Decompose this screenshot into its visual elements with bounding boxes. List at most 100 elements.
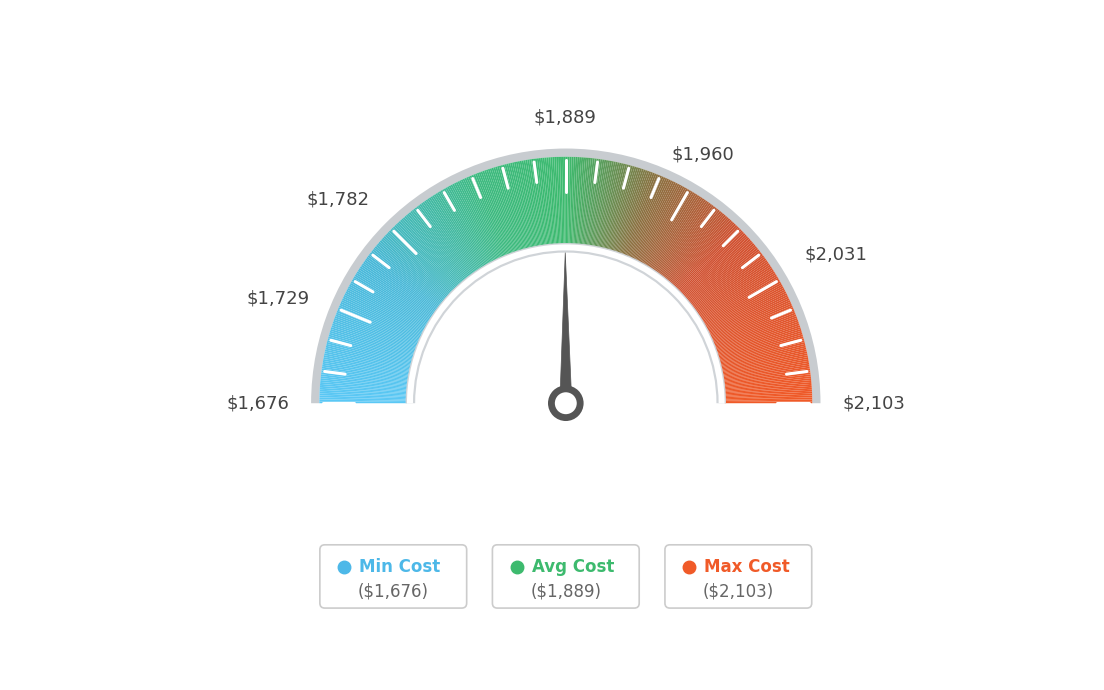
- Wedge shape: [397, 222, 458, 288]
- Wedge shape: [699, 268, 773, 317]
- Wedge shape: [707, 290, 785, 331]
- Wedge shape: [453, 184, 493, 262]
- Wedge shape: [311, 148, 820, 403]
- Wedge shape: [399, 221, 459, 286]
- Wedge shape: [724, 390, 813, 396]
- Wedge shape: [542, 157, 552, 245]
- Wedge shape: [701, 275, 777, 322]
- Wedge shape: [573, 157, 580, 245]
- Wedge shape: [722, 361, 809, 377]
- Wedge shape: [693, 255, 764, 309]
- Wedge shape: [718, 331, 802, 357]
- Wedge shape: [648, 192, 694, 268]
- Wedge shape: [360, 266, 434, 316]
- Wedge shape: [507, 164, 529, 249]
- Wedge shape: [490, 168, 518, 252]
- Wedge shape: [329, 335, 413, 360]
- Wedge shape: [724, 393, 813, 398]
- Wedge shape: [606, 165, 630, 250]
- Wedge shape: [477, 172, 510, 255]
- Wedge shape: [613, 168, 640, 252]
- Text: $1,889: $1,889: [533, 108, 596, 127]
- Wedge shape: [340, 302, 421, 339]
- Wedge shape: [611, 166, 636, 251]
- Wedge shape: [721, 349, 807, 370]
- Wedge shape: [417, 205, 471, 276]
- Wedge shape: [438, 191, 485, 267]
- Wedge shape: [694, 258, 766, 311]
- Wedge shape: [331, 325, 415, 354]
- Wedge shape: [369, 254, 439, 308]
- Wedge shape: [587, 159, 601, 246]
- Wedge shape: [427, 198, 478, 272]
- Wedge shape: [364, 260, 436, 312]
- Wedge shape: [402, 218, 460, 285]
- Wedge shape: [697, 263, 769, 314]
- Wedge shape: [338, 307, 420, 342]
- Wedge shape: [631, 179, 669, 259]
- Wedge shape: [682, 236, 749, 296]
- Wedge shape: [709, 295, 788, 335]
- Wedge shape: [624, 174, 658, 256]
- Wedge shape: [690, 250, 761, 306]
- Wedge shape: [367, 257, 438, 310]
- Wedge shape: [630, 178, 667, 259]
- Wedge shape: [591, 160, 606, 246]
- Wedge shape: [332, 322, 416, 352]
- Wedge shape: [721, 348, 806, 368]
- Wedge shape: [539, 158, 550, 246]
- Wedge shape: [521, 160, 539, 247]
- Wedge shape: [612, 167, 638, 251]
- Wedge shape: [320, 380, 407, 390]
- Wedge shape: [428, 197, 479, 271]
- Wedge shape: [412, 210, 467, 279]
- Wedge shape: [722, 363, 809, 378]
- Wedge shape: [346, 291, 424, 332]
- Wedge shape: [337, 310, 418, 345]
- Wedge shape: [671, 218, 730, 285]
- Wedge shape: [686, 241, 753, 300]
- Wedge shape: [351, 281, 428, 326]
- Wedge shape: [667, 213, 724, 282]
- Wedge shape: [724, 376, 811, 387]
- Wedge shape: [672, 221, 733, 286]
- Wedge shape: [319, 397, 407, 401]
- Wedge shape: [319, 402, 407, 403]
- Wedge shape: [703, 281, 781, 326]
- Wedge shape: [637, 183, 678, 262]
- Wedge shape: [666, 212, 723, 281]
- Wedge shape: [593, 160, 611, 247]
- Wedge shape: [723, 366, 810, 381]
- Wedge shape: [471, 175, 506, 257]
- Wedge shape: [562, 157, 564, 244]
- Wedge shape: [718, 333, 803, 359]
- Wedge shape: [692, 254, 763, 308]
- Wedge shape: [482, 170, 513, 254]
- Wedge shape: [457, 181, 497, 261]
- Wedge shape: [603, 164, 625, 249]
- Wedge shape: [475, 173, 509, 255]
- Wedge shape: [319, 395, 407, 400]
- Wedge shape: [707, 288, 785, 330]
- Wedge shape: [601, 163, 622, 248]
- Wedge shape: [724, 392, 813, 397]
- Wedge shape: [378, 243, 445, 301]
- Wedge shape: [649, 193, 697, 268]
- Wedge shape: [664, 208, 719, 279]
- Wedge shape: [696, 262, 768, 313]
- Wedge shape: [485, 170, 514, 253]
- Wedge shape: [432, 195, 480, 270]
- Wedge shape: [319, 390, 407, 396]
- Wedge shape: [724, 397, 813, 401]
- Wedge shape: [329, 333, 414, 359]
- Wedge shape: [550, 157, 558, 245]
- Wedge shape: [466, 177, 502, 258]
- Wedge shape: [656, 201, 708, 273]
- Wedge shape: [342, 298, 422, 337]
- Wedge shape: [650, 194, 698, 269]
- Wedge shape: [604, 164, 627, 249]
- Wedge shape: [640, 186, 683, 264]
- Wedge shape: [723, 373, 810, 384]
- Wedge shape: [321, 371, 408, 384]
- Wedge shape: [529, 159, 543, 246]
